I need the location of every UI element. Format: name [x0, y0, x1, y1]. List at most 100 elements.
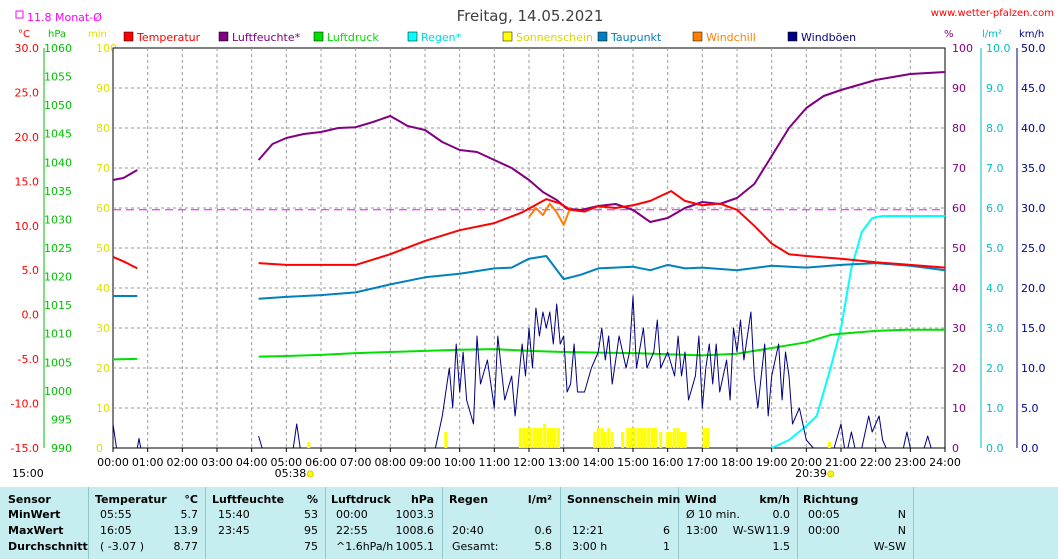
- tick-label-sunshine: 0: [96, 442, 103, 455]
- series-line: [258, 190, 946, 269]
- stats-cell-label: MaxWert: [8, 524, 64, 537]
- sunshine-bar: [647, 428, 651, 448]
- legend-swatch: [123, 31, 134, 42]
- tick-label-temperature: 0.0: [22, 309, 40, 322]
- legend-label: Sonnenschein: [516, 31, 593, 44]
- tick-label-temperature: 25.0: [15, 86, 40, 99]
- x-tick-label: 12:00: [513, 456, 545, 469]
- tick-label-sunshine: 10: [96, 402, 110, 415]
- stats-cell-press-time: ^1.6hPa/h: [336, 540, 394, 553]
- x-tick-label: 23:00: [894, 456, 926, 469]
- stats-cell-press-val: 1003.3: [395, 508, 435, 521]
- source-link[interactable]: www.wetter-pfalzen.com: [931, 8, 1054, 19]
- sunset-icon: [827, 470, 835, 478]
- sunshine-bar: [636, 428, 640, 448]
- stats-cell-wind-time: Ø 10 min.: [686, 508, 740, 521]
- tick-label-rain: 0.0: [986, 442, 1004, 455]
- tick-label-pressure: 1055: [44, 71, 72, 84]
- axis-unit-pressure: hPa: [48, 29, 66, 40]
- tick-label-wind: 5.0: [1021, 402, 1039, 415]
- series-line: [112, 169, 138, 181]
- series-line: [258, 328, 945, 358]
- x-tick-label: 04:00: [236, 456, 268, 469]
- stats-cell-label: MinWert: [8, 508, 61, 521]
- tick-label-sunshine: 20: [96, 362, 110, 375]
- sunshine-bar: [669, 432, 673, 448]
- tick-label-pressure: 1060: [44, 42, 72, 55]
- stats-cell-temp-val: 13.9: [173, 524, 199, 537]
- tick-label-humidity: 0: [952, 442, 959, 455]
- weather-chart: Freitag, 14.05.2021 www.wetter-pfalzen.c…: [10, 7, 1054, 480]
- tick-label-rain: 7.0: [986, 162, 1004, 175]
- stats-cell-dir-time: 00:00: [808, 524, 840, 537]
- stats-cell-sun-time: 3:00 h: [572, 540, 608, 553]
- stats-header-sensor: Sensor: [8, 493, 51, 506]
- series-regen: [771, 215, 945, 449]
- x-tick-label: 00:00: [97, 456, 129, 469]
- monthly-avg-label-group: 11.8 Monat-Ø: [15, 10, 102, 24]
- axis-units: °C hPa min% l/m² km/h: [18, 29, 1044, 40]
- tick-label-humidity: 60: [952, 202, 966, 215]
- x-tick-label: 15:00: [617, 456, 649, 469]
- stats-cell-wind-val: 11.9: [765, 524, 791, 537]
- sunshine-bar: [680, 432, 684, 448]
- sunshine-bar: [659, 432, 663, 448]
- tick-label-sunshine: 80: [96, 122, 110, 135]
- tick-label-temperature: 15.0: [15, 175, 40, 188]
- x-tick-label: 22:00: [860, 456, 892, 469]
- tick-label-pressure: 1000: [44, 385, 72, 398]
- sunshine-bar: [553, 428, 557, 448]
- x-tick-label: 11:00: [478, 456, 510, 469]
- stats-cell-wind-time: 13:00: [686, 524, 718, 537]
- tick-label-humidity: 80: [952, 122, 966, 135]
- sunshine-bar: [536, 428, 540, 448]
- series-line: [112, 357, 138, 361]
- legend-item: Sonnenschein: [502, 31, 593, 44]
- tick-label-wind: 15.0: [1021, 322, 1046, 335]
- tick-label-wind: 20.0: [1021, 282, 1046, 295]
- sunshine-bar: [643, 428, 647, 448]
- tick-label-temperature: -5.0: [18, 353, 39, 366]
- x-tick-label: 09:00: [409, 456, 441, 469]
- sunshine-bar: [683, 432, 687, 448]
- stats-cell-sun-val: 6: [663, 524, 670, 537]
- stats-cell-rain-val: 0.6: [534, 524, 553, 537]
- legend-swatch: [313, 31, 324, 42]
- legend-swatch: [692, 31, 703, 42]
- stats-cell-rain-time: Gesamt:: [452, 540, 499, 553]
- sunshine-bar: [603, 432, 607, 448]
- sunshine-bar: [546, 428, 550, 448]
- axis-unit-sunshine: min: [88, 29, 107, 40]
- stats-cell-dir-val: W-SW: [873, 540, 906, 553]
- stats-cell-hum-time: 23:45: [218, 524, 250, 537]
- series-line: [528, 202, 572, 226]
- sunshine-bar: [543, 424, 547, 448]
- tick-label-pressure: 1030: [44, 213, 72, 226]
- series-line: [292, 423, 301, 449]
- sunshine-bar: [444, 432, 448, 448]
- tick-label-rain: 2.0: [986, 362, 1004, 375]
- legend-swatch: [787, 31, 798, 42]
- stats-cell-press-val: 1005.1: [395, 540, 435, 553]
- legend-item: Regen*: [407, 31, 462, 44]
- tick-label-temperature: -10.0: [11, 398, 39, 411]
- x-tick-label: 08:00: [374, 456, 406, 469]
- stats-cell-wind-val: 0.0: [772, 508, 791, 521]
- x-tick-label: 06:00: [305, 456, 337, 469]
- sunshine-bar: [629, 428, 633, 448]
- sunshine-bar: [600, 428, 604, 448]
- sunshine-bar: [654, 428, 658, 448]
- tick-label-humidity: 40: [952, 282, 966, 295]
- tick-label-humidity: 100: [952, 42, 973, 55]
- x-tick-label: 24:00: [929, 456, 961, 469]
- sunshine-bar: [621, 432, 625, 448]
- series-line: [833, 423, 845, 449]
- legend-label: Taupunkt: [610, 31, 662, 44]
- legend-label: Luftfeuchte*: [232, 31, 301, 44]
- series-line: [861, 415, 887, 449]
- stats-header-press: Luftdruck: [331, 493, 391, 506]
- tick-label-sunshine: 100: [96, 42, 117, 55]
- sunshine-bar: [529, 428, 533, 448]
- stats-cell-wind-dir: W-SW: [732, 524, 765, 537]
